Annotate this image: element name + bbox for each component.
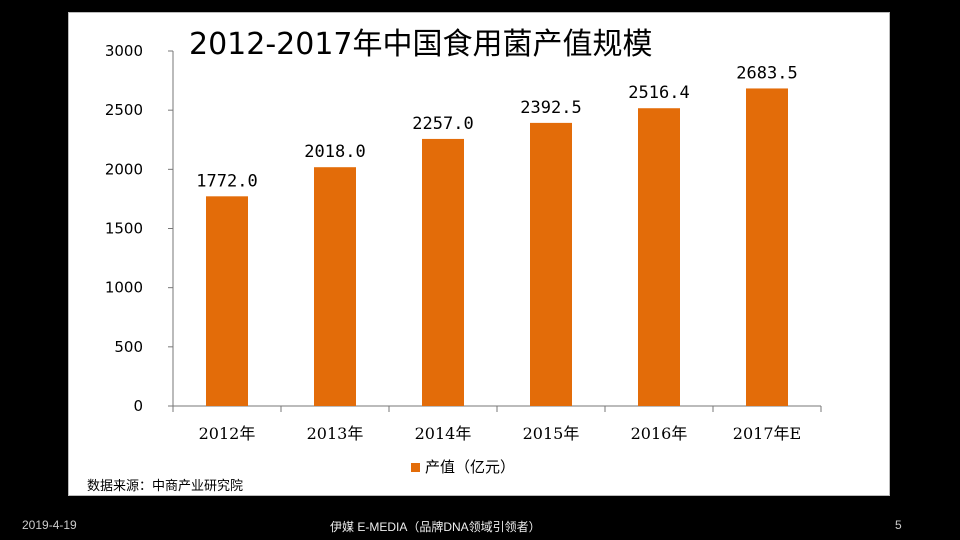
data-label: 1772.0: [196, 171, 257, 191]
bar: [746, 88, 788, 406]
x-tick-label: 2015年: [523, 424, 580, 443]
data-label: 2683.5: [736, 63, 797, 83]
legend-swatch: [411, 463, 420, 472]
y-tick-label: 500: [114, 338, 143, 356]
x-tick-label: 2012年: [199, 424, 256, 443]
bar: [314, 167, 356, 406]
y-tick-label: 1500: [105, 220, 143, 238]
source-note: 数据来源：中商产业研究院: [87, 479, 244, 494]
labels-group: 1772.0 2012年 2018.0 2013年 2257.0 2014年 2392.5 2…: [196, 63, 801, 443]
y-tick-label: 2000: [105, 160, 143, 178]
bar: [422, 138, 464, 406]
bar: [638, 108, 680, 406]
y-tick-label: 2500: [105, 101, 143, 119]
footer-brand: 伊媒 E-MEDIA（品牌DNA领域引领者）: [330, 520, 541, 534]
bar: [530, 122, 572, 406]
x-tick-label: 2017年E: [733, 424, 801, 443]
y-tick-label: 1000: [105, 279, 143, 297]
chart-title: 2012-2017年中国食用菌产值规模: [189, 27, 653, 62]
bar-chart: 0 500 1000 1500 2000 2500 3000 1772.0 2012年 2018…: [105, 42, 822, 476]
legend-group: 产值（亿元）: [411, 458, 515, 476]
data-label: 2018.0: [304, 142, 365, 162]
data-label: 2392.5: [520, 98, 581, 118]
bars-group: [206, 88, 788, 406]
footer-date: 2019-4-19: [22, 518, 77, 532]
x-tick-label: 2016年: [631, 424, 688, 443]
data-label: 2257.0: [412, 114, 473, 134]
x-tick-label: 2013年: [307, 424, 364, 443]
data-label: 2516.4: [628, 83, 689, 103]
y-tick-label: 0: [133, 397, 143, 415]
y-tick-label: 3000: [105, 42, 143, 60]
chart-panel: 2012-2017年中国食用菌产值规模 0 500 1000 1500 2000 2500…: [68, 12, 890, 496]
page-number: 5: [895, 518, 902, 532]
axes-group: 0 500 1000 1500 2000 2500 3000: [105, 42, 822, 415]
legend-label: 产值（亿元）: [425, 458, 515, 476]
bar: [206, 196, 248, 406]
x-tick-label: 2014年: [415, 424, 472, 443]
